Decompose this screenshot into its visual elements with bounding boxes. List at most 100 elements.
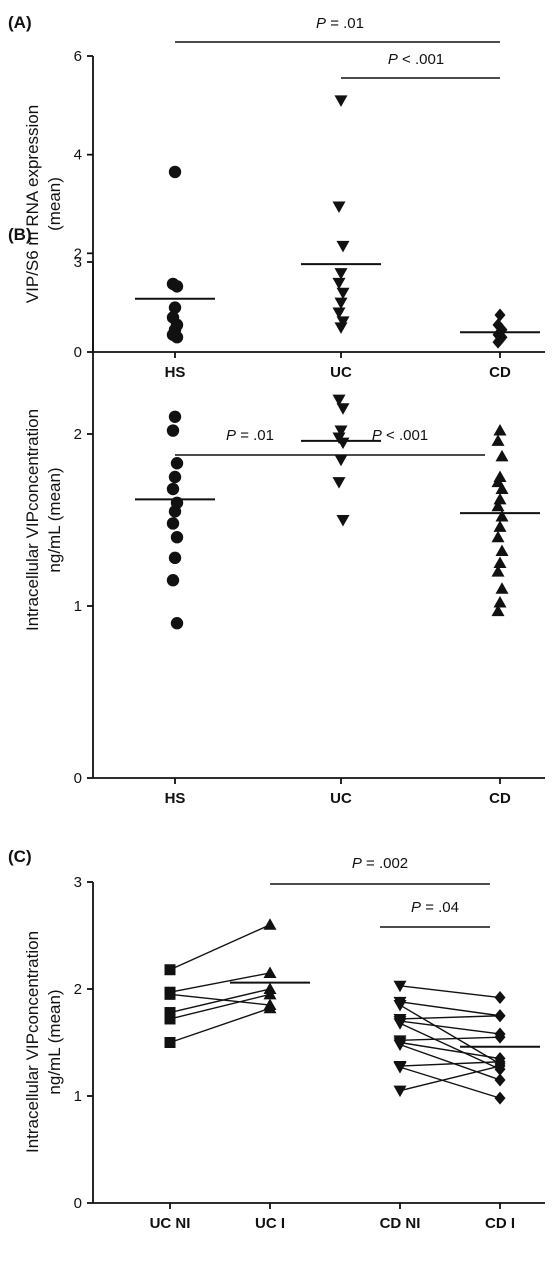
p-value-label: P = .002 — [352, 855, 408, 872]
paired-line — [169, 924, 271, 971]
y-axis-label: Intracellular VIPconcentration ng/mL (mea… — [23, 931, 64, 1153]
data-point-uc-i — [263, 918, 277, 930]
y-axis-label-line: Intracellular VIPconcentration — [23, 409, 42, 631]
p-symbol: P — [226, 427, 236, 444]
data-point-cd — [493, 492, 507, 505]
panel-label: (C) — [8, 847, 32, 866]
data-point-cd-i — [494, 991, 506, 1005]
y-axis-label: Intracellular VIPconcentration ng/mL (mea… — [23, 409, 64, 631]
data-point-cd — [493, 596, 507, 608]
p-value-label: P = .01 — [226, 427, 274, 444]
data-point-hs — [170, 457, 184, 470]
data-point-cd-i — [494, 1073, 506, 1087]
data-point-hs — [166, 517, 180, 530]
data-point-cd — [495, 582, 509, 594]
paired-line — [399, 1061, 501, 1067]
p-symbol: P — [388, 51, 398, 68]
data-point-uc-ni — [164, 1037, 176, 1048]
y-tick-label: 0 — [74, 1195, 82, 1212]
data-point-cd — [495, 544, 509, 556]
y-tick-label: 2 — [74, 426, 82, 443]
data-point-cd — [495, 510, 509, 522]
data-point-uc — [336, 515, 350, 527]
data-point-cd-ni — [393, 1018, 407, 1030]
x-tick-label: CD — [489, 364, 511, 381]
x-tick-label: HS — [165, 790, 186, 807]
paired-line — [399, 1001, 501, 1017]
p-symbol: P — [372, 427, 382, 444]
data-point-cd-ni — [393, 1000, 407, 1012]
data-point-hs — [168, 505, 182, 518]
data-point-uc-ni — [164, 1013, 176, 1025]
data-point-uc-ni — [164, 988, 176, 1000]
data-point-cd-i — [494, 1091, 506, 1105]
x-tick-label: CD NI — [380, 1215, 421, 1232]
paired-line — [399, 1065, 501, 1092]
data-point-cd-i — [494, 1030, 506, 1044]
x-tick-label: UC — [330, 364, 352, 381]
data-point-hs — [168, 470, 182, 484]
data-point-uc-i — [263, 966, 277, 978]
data-point-cd-i — [494, 1009, 506, 1023]
y-tick-label: 0 — [74, 344, 82, 361]
y-tick-label: 2 — [74, 981, 82, 998]
data-point-uc — [334, 454, 348, 467]
data-point-uc — [334, 268, 348, 280]
data-point-cd — [493, 520, 507, 532]
data-point-cd — [491, 530, 505, 543]
data-point-hs — [170, 331, 184, 344]
paired-line — [399, 1036, 501, 1042]
y-axis-label-line: (mean) — [45, 177, 64, 231]
data-point-hs — [166, 574, 180, 587]
data-point-uc-i — [263, 987, 277, 1000]
y-tick-label: 6 — [74, 48, 82, 65]
data-point-uc — [336, 287, 350, 300]
data-point-cd — [493, 424, 507, 436]
data-point-cd — [492, 335, 504, 349]
x-tick-label: UC — [330, 790, 352, 807]
p-value-label: P = .04 — [411, 899, 459, 916]
data-point-uc-ni — [164, 964, 176, 976]
x-tick-label: CD — [489, 790, 511, 807]
p-value-text: = .002 — [362, 855, 408, 872]
y-axis-label-line: ng/mL (mean) — [45, 989, 64, 1094]
paired-line — [399, 1043, 501, 1081]
paired-line — [399, 985, 501, 999]
p-value-label: P < .001 — [388, 51, 444, 68]
panel-label: (B) — [8, 225, 32, 244]
data-point-uc — [336, 437, 350, 450]
x-tick-label: HS — [165, 364, 186, 381]
p-value-text: < .001 — [382, 427, 428, 444]
data-point-hs — [166, 424, 180, 437]
paired-line — [169, 993, 271, 1020]
y-axis-label-line: Intracellular VIPconcentration — [23, 931, 42, 1153]
data-point-cd — [491, 565, 505, 577]
paired-line — [399, 1066, 501, 1099]
y-tick-label: 3 — [74, 254, 82, 271]
data-point-uc — [334, 425, 348, 438]
data-point-hs — [166, 482, 180, 496]
data-point-cd-ni — [393, 1062, 407, 1074]
p-symbol: P — [411, 899, 421, 916]
paired-line — [169, 972, 271, 993]
data-point-cd — [495, 449, 509, 462]
data-point-uc — [336, 316, 350, 328]
paired-line — [169, 1007, 271, 1044]
p-value-text: = .01 — [236, 427, 274, 444]
data-point-uc — [334, 297, 348, 310]
data-point-cd — [493, 556, 507, 568]
data-point-uc — [332, 277, 346, 290]
p-value-text: < .001 — [398, 51, 444, 68]
y-tick-label: 2 — [74, 245, 82, 262]
y-tick-label: 1 — [74, 598, 82, 615]
y-axis-label-line: ng/mL (mean) — [45, 467, 64, 572]
data-point-uc — [332, 477, 346, 489]
chart-panel-b: (B) Intracellular VIPconcentration ng/mL (… — [8, 225, 545, 807]
y-tick-label: 3 — [74, 874, 82, 891]
data-point-hs — [168, 410, 182, 423]
paired-line — [399, 1020, 501, 1035]
data-point-hs — [170, 617, 184, 630]
paired-line — [399, 1015, 501, 1020]
data-point-cd — [494, 308, 506, 322]
